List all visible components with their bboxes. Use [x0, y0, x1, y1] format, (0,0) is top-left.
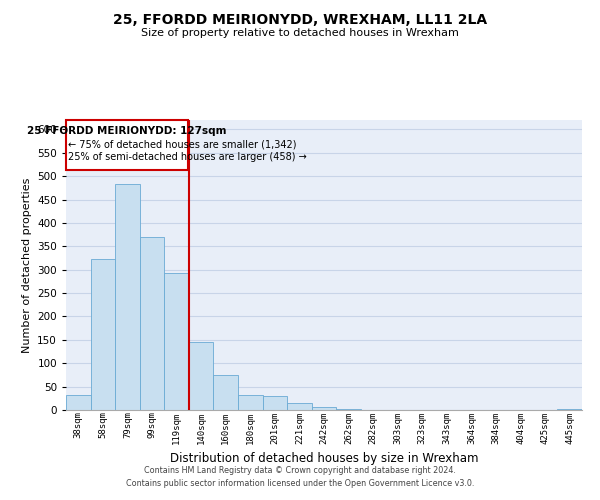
Bar — [66, 120, 188, 170]
Bar — [557, 409, 582, 410]
Bar — [140, 237, 164, 410]
Bar — [91, 260, 115, 410]
Bar — [287, 402, 312, 410]
Text: Size of property relative to detached houses in Wrexham: Size of property relative to detached ho… — [141, 28, 459, 38]
Bar — [115, 184, 140, 410]
Bar — [214, 375, 238, 410]
Bar — [164, 274, 189, 410]
Text: Contains HM Land Registry data © Crown copyright and database right 2024.
Contai: Contains HM Land Registry data © Crown c… — [126, 466, 474, 487]
Bar — [189, 342, 214, 410]
Text: 25, FFORDD MEIRIONYDD, WREXHAM, LL11 2LA: 25, FFORDD MEIRIONYDD, WREXHAM, LL11 2LA — [113, 12, 487, 26]
X-axis label: Distribution of detached houses by size in Wrexham: Distribution of detached houses by size … — [170, 452, 478, 465]
Bar — [263, 396, 287, 410]
Y-axis label: Number of detached properties: Number of detached properties — [22, 178, 32, 352]
Bar — [336, 409, 361, 410]
Bar — [66, 395, 91, 410]
Bar — [238, 395, 263, 410]
Text: 25 FFORDD MEIRIONYDD: 127sqm: 25 FFORDD MEIRIONYDD: 127sqm — [28, 126, 227, 136]
Bar — [312, 406, 336, 410]
Text: 25% of semi-detached houses are larger (458) →: 25% of semi-detached houses are larger (… — [68, 152, 307, 162]
Text: ← 75% of detached houses are smaller (1,342): ← 75% of detached houses are smaller (1,… — [68, 139, 297, 149]
